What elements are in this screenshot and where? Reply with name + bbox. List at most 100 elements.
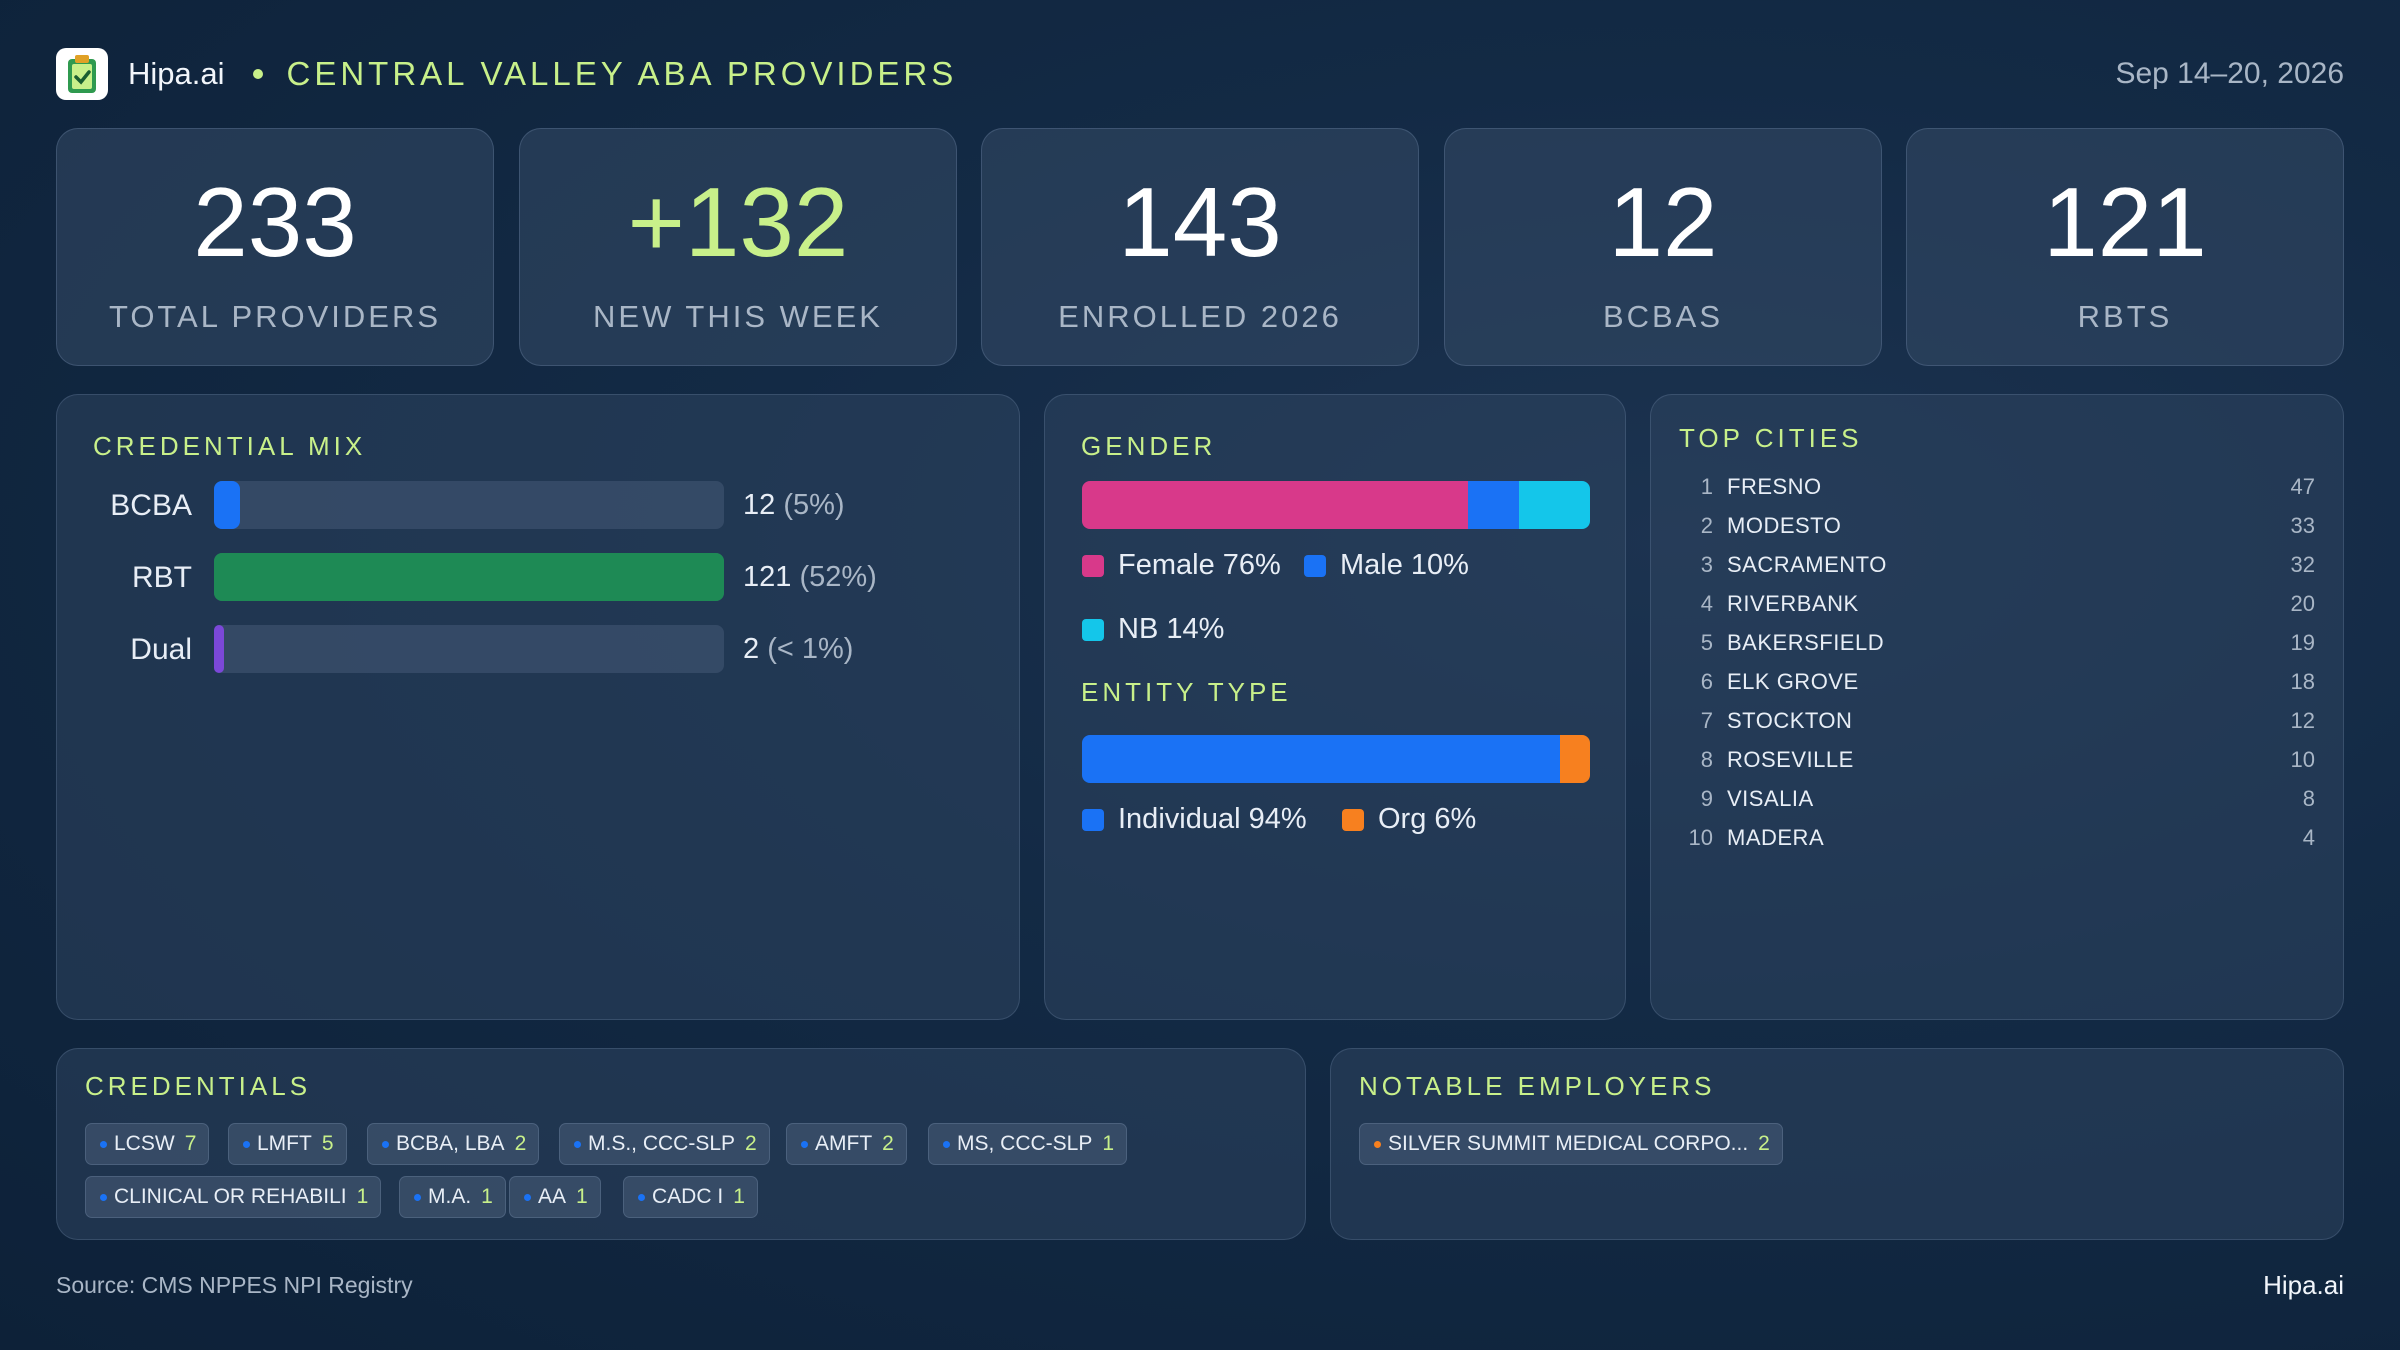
gender-entity-panel: GENDER Female 76% Male 10% NB 14% ENTITY…: [1044, 394, 1626, 1020]
city-name: STOCKTON: [1727, 708, 1853, 733]
city-count: 4: [2302, 825, 2315, 850]
legend-nb: NB 14%: [1082, 613, 1224, 646]
credential-count: 2 (< 1%): [743, 633, 854, 665]
chip-label: AMFT: [815, 1132, 873, 1155]
credential-mix-panel: CREDENTIAL MIX BCBA 12 (5%) RBT 121 (52%…: [56, 394, 1020, 1020]
city-name: MADERA: [1727, 825, 1825, 850]
entity-type-title: ENTITY TYPE: [1081, 677, 1292, 707]
entity-type-stacked-bar: [1082, 735, 1590, 783]
city-name: SACRAMENTO: [1727, 552, 1887, 577]
credential-bar-fill: [214, 481, 240, 529]
credential-bar-fill: [214, 553, 724, 601]
chip-label: CLINICAL OR REHABILI: [114, 1185, 347, 1208]
city-count: 18: [2290, 669, 2315, 694]
brand-name: Hipa.ai: [128, 56, 225, 91]
chip-dot: [943, 1140, 950, 1148]
credential-chip: BCBA, LBA 2: [367, 1123, 540, 1165]
gender-stacked-bar: [1082, 481, 1590, 529]
chip-count: 2: [1758, 1132, 1770, 1155]
credential-name: RBT: [132, 561, 192, 594]
kpi-label: NEW THIS WEEK: [593, 299, 883, 334]
chip-count: 2: [745, 1132, 757, 1155]
header: Hipa.ai CENTRAL VALLEY ABA PROVIDERS Sep…: [56, 46, 2344, 102]
panel-title: CREDENTIAL MIX: [93, 431, 367, 461]
credential-chip: AA 1: [509, 1176, 601, 1218]
city-rank: 1: [1700, 474, 1713, 499]
chip-dot: [243, 1140, 250, 1148]
city-row: 5 BAKERSFIELD 19: [1679, 630, 2315, 660]
legend-swatch: [1082, 808, 1104, 831]
chip-label: SILVER SUMMIT MEDICAL CORPO...: [1388, 1132, 1749, 1155]
credential-chip: M.A. 1: [399, 1176, 506, 1218]
report-title: CENTRAL VALLEY ABA PROVIDERS: [286, 55, 958, 92]
city-count: 12: [2290, 708, 2315, 733]
chip-count: 1: [576, 1185, 588, 1208]
city-rank: 10: [1688, 825, 1713, 850]
bar-segment: [1559, 735, 1590, 783]
panel-title: CREDENTIALS: [85, 1071, 312, 1101]
credential-bar-track: [214, 481, 724, 529]
city-name: ELK GROVE: [1727, 669, 1859, 694]
chip-label: LMFT: [257, 1132, 312, 1155]
chip-dot: [574, 1140, 581, 1148]
credential-row-rbt: RBT 121 (52%): [57, 553, 1019, 603]
credential-bar-fill: [214, 625, 224, 673]
notable-employers-panel: NOTABLE EMPLOYERS SILVER SUMMIT MEDICAL …: [1330, 1048, 2344, 1240]
city-row: 7 STOCKTON 12: [1679, 708, 2315, 738]
chip-count: 1: [1102, 1132, 1115, 1155]
credential-count: 121 (52%): [743, 561, 877, 593]
legend-individual: Individual 94%: [1082, 803, 1307, 836]
title-separator-dot: [252, 69, 263, 79]
city-count: 32: [2290, 552, 2315, 577]
credential-chip: LMFT 5: [228, 1123, 347, 1165]
date-range: Sep 14–20, 2026: [2115, 57, 2344, 90]
city-name: ROSEVILLE: [1727, 747, 1854, 772]
legend-female: Female 76%: [1082, 549, 1281, 582]
footer-brand: Hipa.ai: [2263, 1270, 2344, 1300]
chip-dot: [414, 1193, 421, 1201]
chip-count: 7: [184, 1132, 197, 1155]
chip-count: 1: [356, 1185, 369, 1208]
city-row: 6 ELK GROVE 18: [1679, 669, 2315, 699]
credential-count: 12 (5%): [743, 489, 845, 521]
credential-name: BCBA: [110, 489, 192, 522]
chip-label: M.A.: [428, 1185, 472, 1208]
kpi-total-providers: 233 TOTAL PROVIDERS: [56, 128, 494, 366]
credential-chip: SILVER SUMMIT MEDICAL CORPO... 2: [1359, 1123, 1783, 1165]
logo: [56, 48, 108, 100]
chip-dot: [801, 1140, 808, 1148]
city-row: 3 SACRAMENTO 32: [1679, 552, 2315, 582]
chip-dot: [382, 1140, 389, 1148]
legend-org: Org 6%: [1342, 803, 1476, 836]
city-row: 4 RIVERBANK 20: [1679, 591, 2315, 621]
kpi-bcbas: 12 BCBAS: [1444, 128, 1882, 366]
chip-count: 1: [481, 1185, 493, 1208]
chip-label: AA: [538, 1185, 567, 1208]
kpi-label: TOTAL PROVIDERS: [108, 299, 442, 334]
kpi-label: RBTS: [2077, 299, 2173, 334]
kpi-value: 233: [193, 167, 357, 277]
city-count: 20: [2290, 591, 2315, 616]
city-count: 8: [2302, 786, 2315, 811]
chip-label: M.S., CCC-SLP: [588, 1132, 736, 1155]
city-rank: 4: [1700, 591, 1713, 616]
legend-male: Male 10%: [1304, 549, 1469, 582]
legend-swatch: [1304, 554, 1326, 577]
city-name: VISALIA: [1727, 786, 1814, 811]
city-count: 10: [2290, 747, 2315, 772]
city-rank: 6: [1700, 669, 1713, 694]
chip-dot: [524, 1193, 531, 1201]
legend-swatch: [1082, 618, 1104, 641]
city-name: BAKERSFIELD: [1727, 630, 1885, 655]
city-rank: 9: [1700, 786, 1713, 811]
city-rank: 3: [1700, 552, 1713, 577]
city-row: 1 FRESNO 47: [1679, 474, 2315, 504]
city-count: 47: [2290, 474, 2315, 499]
chip-count: 1: [733, 1185, 745, 1208]
city-rank: 8: [1700, 747, 1713, 772]
city-count: 33: [2290, 513, 2315, 538]
credentials-panel: CREDENTIALS LCSW 7 LMFT 5 BCBA, LBA 2 M.S., CC…: [56, 1048, 1306, 1240]
credential-bar-track: [214, 553, 724, 601]
credential-chip: M.S., CCC-SLP 2: [559, 1123, 770, 1165]
bar-segment: [1518, 481, 1590, 529]
